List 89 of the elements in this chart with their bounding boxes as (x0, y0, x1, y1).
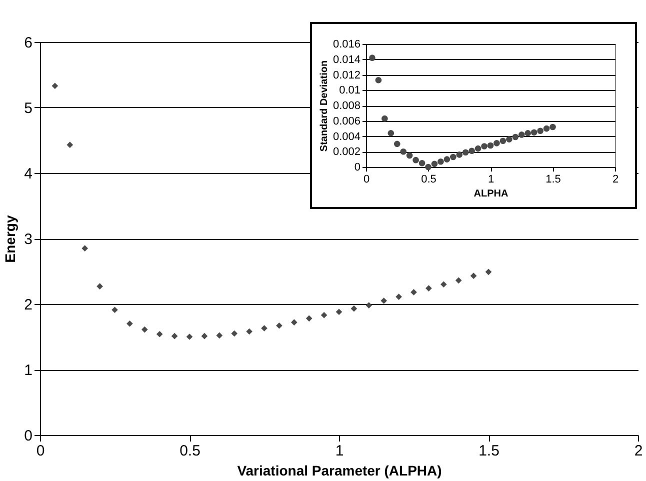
point (246, 328, 252, 335)
point (438, 158, 444, 165)
x-tick-label: 0.5 (421, 174, 436, 186)
y-tick-label: 0.016 (332, 38, 360, 50)
point (487, 142, 494, 149)
point (530, 129, 538, 136)
x-tick-label: 2 (612, 174, 619, 186)
y-tick-label: 0.002 (332, 146, 360, 158)
point (468, 148, 475, 154)
point (66, 142, 74, 148)
y-tick-label: 4 (24, 166, 32, 182)
y-tick-label: 0 (24, 428, 32, 444)
y-tick-label: 3 (24, 231, 32, 248)
point (320, 312, 328, 318)
point (524, 130, 532, 136)
x-axis-title: ALPHA (474, 188, 508, 200)
point (388, 130, 394, 136)
point (450, 154, 456, 160)
y-tick-label: 0.006 (332, 115, 360, 128)
point (141, 326, 148, 333)
y-tick-label: 6 (24, 34, 32, 52)
point (290, 319, 298, 326)
point (336, 308, 342, 316)
point (375, 76, 382, 84)
point (156, 330, 163, 338)
x-tick-label: 0 (363, 174, 370, 186)
point (400, 148, 407, 155)
point (444, 156, 450, 162)
point (406, 152, 413, 159)
point (440, 281, 447, 288)
y-tick-label: 0.012 (332, 69, 360, 82)
x-tick-label: 2 (634, 442, 643, 460)
x-axis-title: Variational Parameter (ALPHA) (237, 462, 442, 478)
y-axis-title: Standard Deviation (318, 60, 330, 152)
point (96, 283, 103, 290)
y-tick-label: 0.01 (339, 84, 360, 97)
point (500, 138, 506, 144)
y-tick-label: 0.008 (332, 100, 360, 112)
point (455, 277, 462, 284)
point (426, 285, 432, 292)
point (494, 140, 500, 146)
point (52, 82, 58, 90)
x-tick-label: 0.5 (180, 442, 200, 460)
point (306, 315, 312, 322)
x-tick-label: 1 (488, 174, 494, 186)
point (543, 125, 550, 132)
point (261, 325, 268, 332)
point (481, 143, 488, 150)
point (350, 305, 358, 312)
y-tick-label: 0.014 (332, 54, 360, 66)
point (537, 128, 544, 134)
point (216, 332, 223, 339)
point (410, 289, 417, 296)
point (186, 334, 193, 340)
point (462, 149, 469, 156)
point (82, 245, 88, 252)
point (112, 306, 118, 314)
point (276, 322, 282, 329)
point (431, 160, 438, 168)
point (201, 332, 208, 340)
point (418, 160, 426, 166)
point (366, 302, 372, 308)
point (518, 132, 525, 138)
point (396, 294, 402, 300)
point (550, 124, 556, 130)
y-axis-title: Energy (2, 215, 18, 263)
point (412, 156, 419, 164)
point (506, 136, 512, 142)
point (382, 115, 388, 122)
y-tick-label: 2 (24, 296, 32, 314)
x-tick-label: 0 (36, 442, 45, 460)
point (171, 332, 178, 340)
point (394, 140, 400, 148)
point (470, 272, 477, 279)
point (485, 268, 492, 276)
point (425, 164, 432, 170)
point (512, 134, 519, 140)
point (456, 152, 463, 158)
point (126, 320, 133, 327)
point (474, 145, 482, 152)
point (369, 54, 376, 61)
point (231, 330, 238, 337)
y-tick-label: 1 (24, 362, 32, 379)
y-tick-label: 5 (24, 100, 32, 117)
point (380, 298, 388, 304)
x-tick-label: 1.5 (546, 174, 561, 186)
y-tick-label: 0 (354, 162, 360, 174)
y-tick-label: 0.004 (332, 130, 360, 143)
x-tick-label: 1.5 (478, 442, 500, 460)
